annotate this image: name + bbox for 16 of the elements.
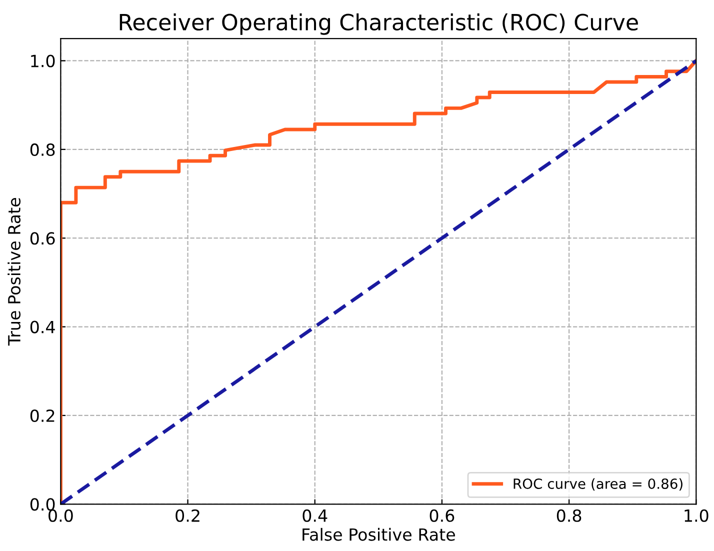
x-tick-label: 0.8 bbox=[556, 509, 582, 522]
x-tick-label: 0.2 bbox=[176, 509, 200, 522]
x-tick-label: 0.6 bbox=[430, 509, 454, 522]
y-tick-label: 0.6 bbox=[30, 232, 55, 245]
y-axis-title: True Positive Rate bbox=[8, 198, 21, 346]
x-tick-label: 1.0 bbox=[684, 509, 708, 522]
y-tick-label: 0.0 bbox=[30, 498, 55, 511]
chart-title: Receiver Operating Characteristic (ROC) Curve bbox=[120, 13, 638, 35]
x-tick-label: 0.4 bbox=[302, 509, 328, 522]
y-tick-label: 0.2 bbox=[30, 409, 54, 422]
y-tick-label: 0.8 bbox=[30, 143, 55, 156]
x-tick-label: 0.0 bbox=[48, 509, 73, 522]
x-axis-title: False Positive Rate bbox=[302, 528, 455, 541]
legend-label: ROC curve (area = 0.86) bbox=[514, 478, 682, 491]
y-tick-label: 0.4 bbox=[30, 320, 55, 334]
y-tick-label: 1.0 bbox=[31, 54, 55, 68]
